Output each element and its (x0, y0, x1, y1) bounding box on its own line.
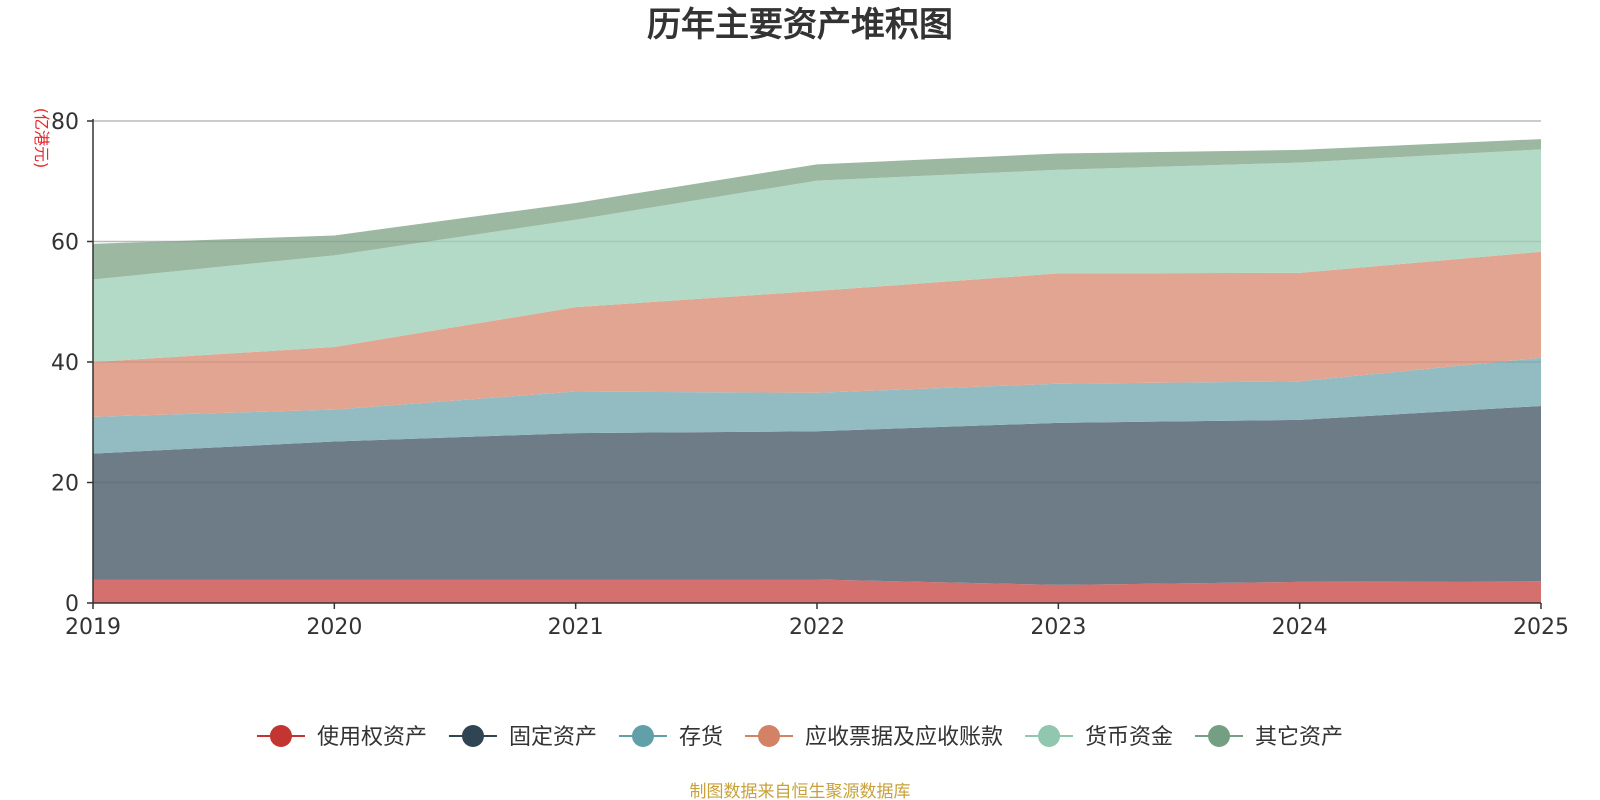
y-tick-label: 80 (51, 110, 79, 135)
area-series-group (93, 120, 1541, 604)
legend-item-5[interactable]: 货币资金 (1025, 725, 1173, 750)
x-tick-label: 2020 (306, 615, 362, 640)
y-axis-unit-label: (亿港元) (32, 108, 51, 169)
legend-marker (269, 725, 292, 747)
legend-item-3[interactable]: 存货 (618, 725, 723, 750)
x-tick-label: 2022 (789, 615, 845, 640)
legend-label: 应收票据及应收账款 (805, 725, 1003, 750)
axes: 0 20 40 60 80 2019 2020 2021 2022 2023 2024 2025 (51, 110, 1569, 640)
y-tick-label: 0 (65, 592, 79, 617)
legend-label: 存货 (679, 725, 723, 750)
area-series-5[interactable] (93, 149, 1541, 362)
legend-item-2[interactable]: 固定资产 (448, 725, 597, 750)
x-tick-label: 2019 (65, 615, 121, 640)
y-tick-label: 20 (51, 472, 79, 497)
y-tick-label: 60 (51, 231, 79, 256)
legend-marker (461, 725, 484, 747)
legend-label: 其它资产 (1255, 725, 1343, 750)
legend-label: 使用权资产 (317, 725, 427, 750)
chart-title: 历年主要资产堆积图 (647, 5, 953, 45)
legend-marker (1208, 725, 1231, 747)
area-series-2[interactable] (93, 405, 1541, 585)
y-tick-label: 40 (51, 351, 79, 376)
legend-marker (631, 725, 654, 747)
x-tick-label: 2023 (1030, 615, 1086, 640)
legend-marker (758, 725, 780, 747)
x-tick-label: 2021 (548, 615, 604, 640)
area-series-6[interactable] (93, 139, 1541, 280)
x-tick-label: 2024 (1272, 615, 1328, 640)
data-source-note: 制图数据来自恒生聚源数据库 (690, 782, 911, 800)
legend: 使用权资产 固定资产 存货 应收票据及应收账款 货币资金 其它资产 (256, 725, 1343, 750)
legend-item-1[interactable]: 使用权资产 (256, 725, 427, 750)
area-series-1[interactable] (93, 579, 1541, 604)
legend-item-4[interactable]: 应收票据及应收账款 (745, 725, 1003, 750)
x-tick-label: 2025 (1513, 615, 1569, 640)
legend-label: 货币资金 (1085, 725, 1173, 750)
legend-item-6[interactable]: 其它资产 (1195, 725, 1343, 750)
legend-marker (1038, 725, 1061, 747)
legend-label: 固定资产 (509, 725, 597, 750)
area-series-4[interactable] (93, 251, 1541, 417)
area-series-3[interactable] (93, 357, 1541, 454)
